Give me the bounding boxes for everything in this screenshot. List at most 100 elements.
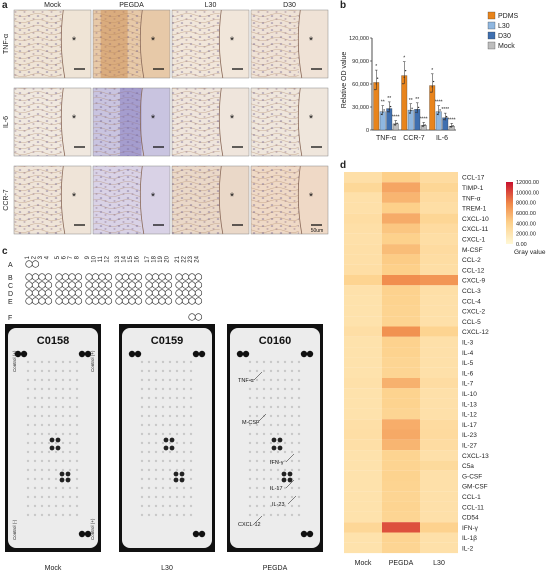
membrane-spot [168,513,172,517]
membrane-spot [154,477,158,481]
heatmap-cell [420,491,458,502]
heatmap-row-label: C5a [462,463,474,470]
array-spot [128,289,136,297]
membrane-spot [161,441,165,445]
membrane-spot [168,378,172,382]
membrane-spot [182,486,186,490]
membrane-label: PEGDA [263,565,288,572]
annotation-label: CXCL-12 [238,522,261,528]
membrane-spot [61,414,65,418]
heatmap-cell [344,213,382,224]
array-spot [181,297,190,305]
annotation-label: IL-17 [270,486,283,492]
membrane-spot [33,369,37,373]
annotation-label: M-CSF [242,420,260,426]
membrane-spot [269,378,273,382]
tissue-cells [14,88,62,156]
array-spot [68,289,76,297]
membrane-spot [168,504,172,508]
tissue-edge [139,9,145,79]
signal-spot [287,477,293,483]
membrane-spot [147,441,151,445]
membrane-spot [54,405,58,409]
membrane-spot [161,387,165,391]
membrane-spot [290,423,294,427]
membrane-spot [248,387,252,391]
array-column-number: 21 [175,255,181,262]
array-spot [145,297,153,305]
membrane-spot [54,441,58,445]
signal-spot [281,471,287,477]
membrane-spot [168,432,172,436]
heatmap-cell [382,367,420,378]
heatmap-cell [420,264,458,275]
control-spot [242,350,250,358]
heatmap-cell [344,501,382,512]
membrane-spot [283,387,287,391]
array-column-number: 1 [25,255,31,259]
tissue-cells [93,10,141,78]
membrane-spot [75,468,79,472]
membrane-spot [269,387,273,391]
membrane-spot [40,459,44,463]
heatmap-cell [344,357,382,368]
membrane-spot [168,405,172,409]
implant-asterisk: * [151,191,156,203]
membrane-spot [255,450,259,454]
heatmap-cell [344,347,382,358]
membrane-spot [175,387,179,391]
heatmap-row-label: IL-13 [462,401,477,408]
membrane-spot [33,396,37,400]
membrane-spot [161,396,165,400]
membrane-spot [182,414,186,418]
membrane-spot [276,369,280,373]
membrane-spot [269,450,273,454]
array-spot [121,281,130,289]
membrane-spot [147,396,151,400]
heatmap-cell [382,491,420,502]
array-spot [188,313,196,321]
membrane-spot [283,396,287,400]
heatmap-row-label: IL-2 [462,546,474,553]
membrane-spot [26,369,30,373]
membrane-spot [154,369,158,373]
array-spot [25,260,33,268]
membrane-spot [161,450,165,454]
significance-mark: * [375,64,377,70]
heatmap-cell [344,254,382,265]
control-spot [300,350,308,358]
membrane-spot [262,378,266,382]
array-spot [38,281,46,289]
heatmap-cell [382,347,420,358]
membrane-spot [68,495,72,499]
array-spot [194,313,203,321]
array-spot [74,281,83,289]
heatmap-cell [344,439,382,451]
array-spot [158,273,166,281]
heatmap-row-label: IL-27 [462,443,477,450]
membrane-spot [154,495,158,499]
heatmap-row-label: CCL-1 [462,494,481,501]
array-spot [115,289,123,297]
heatmap-row-label: CD54 [462,515,479,522]
control-label: Control (+) [12,350,17,372]
column-header-mock: Mock [44,2,61,9]
array-spot [104,297,113,305]
tissue-edge [218,9,224,79]
array-spot [151,281,160,289]
data-point [411,107,413,109]
signal-spot [65,471,71,477]
array-spot [151,273,160,281]
control-label: Control (-) [12,519,17,540]
heatmap-cell [382,336,420,348]
array-spot [85,281,93,289]
heatmap-cell [420,388,458,399]
heatmap-column-label: PEGDA [389,560,414,567]
data-point [375,83,377,85]
heatmap-column-label: Mock [355,560,372,567]
signal-spot [169,437,175,443]
membrane-spot [269,360,273,364]
control-spot [128,350,136,358]
array-spot [104,289,113,297]
heatmap-row-label: CCL-3 [462,288,481,295]
